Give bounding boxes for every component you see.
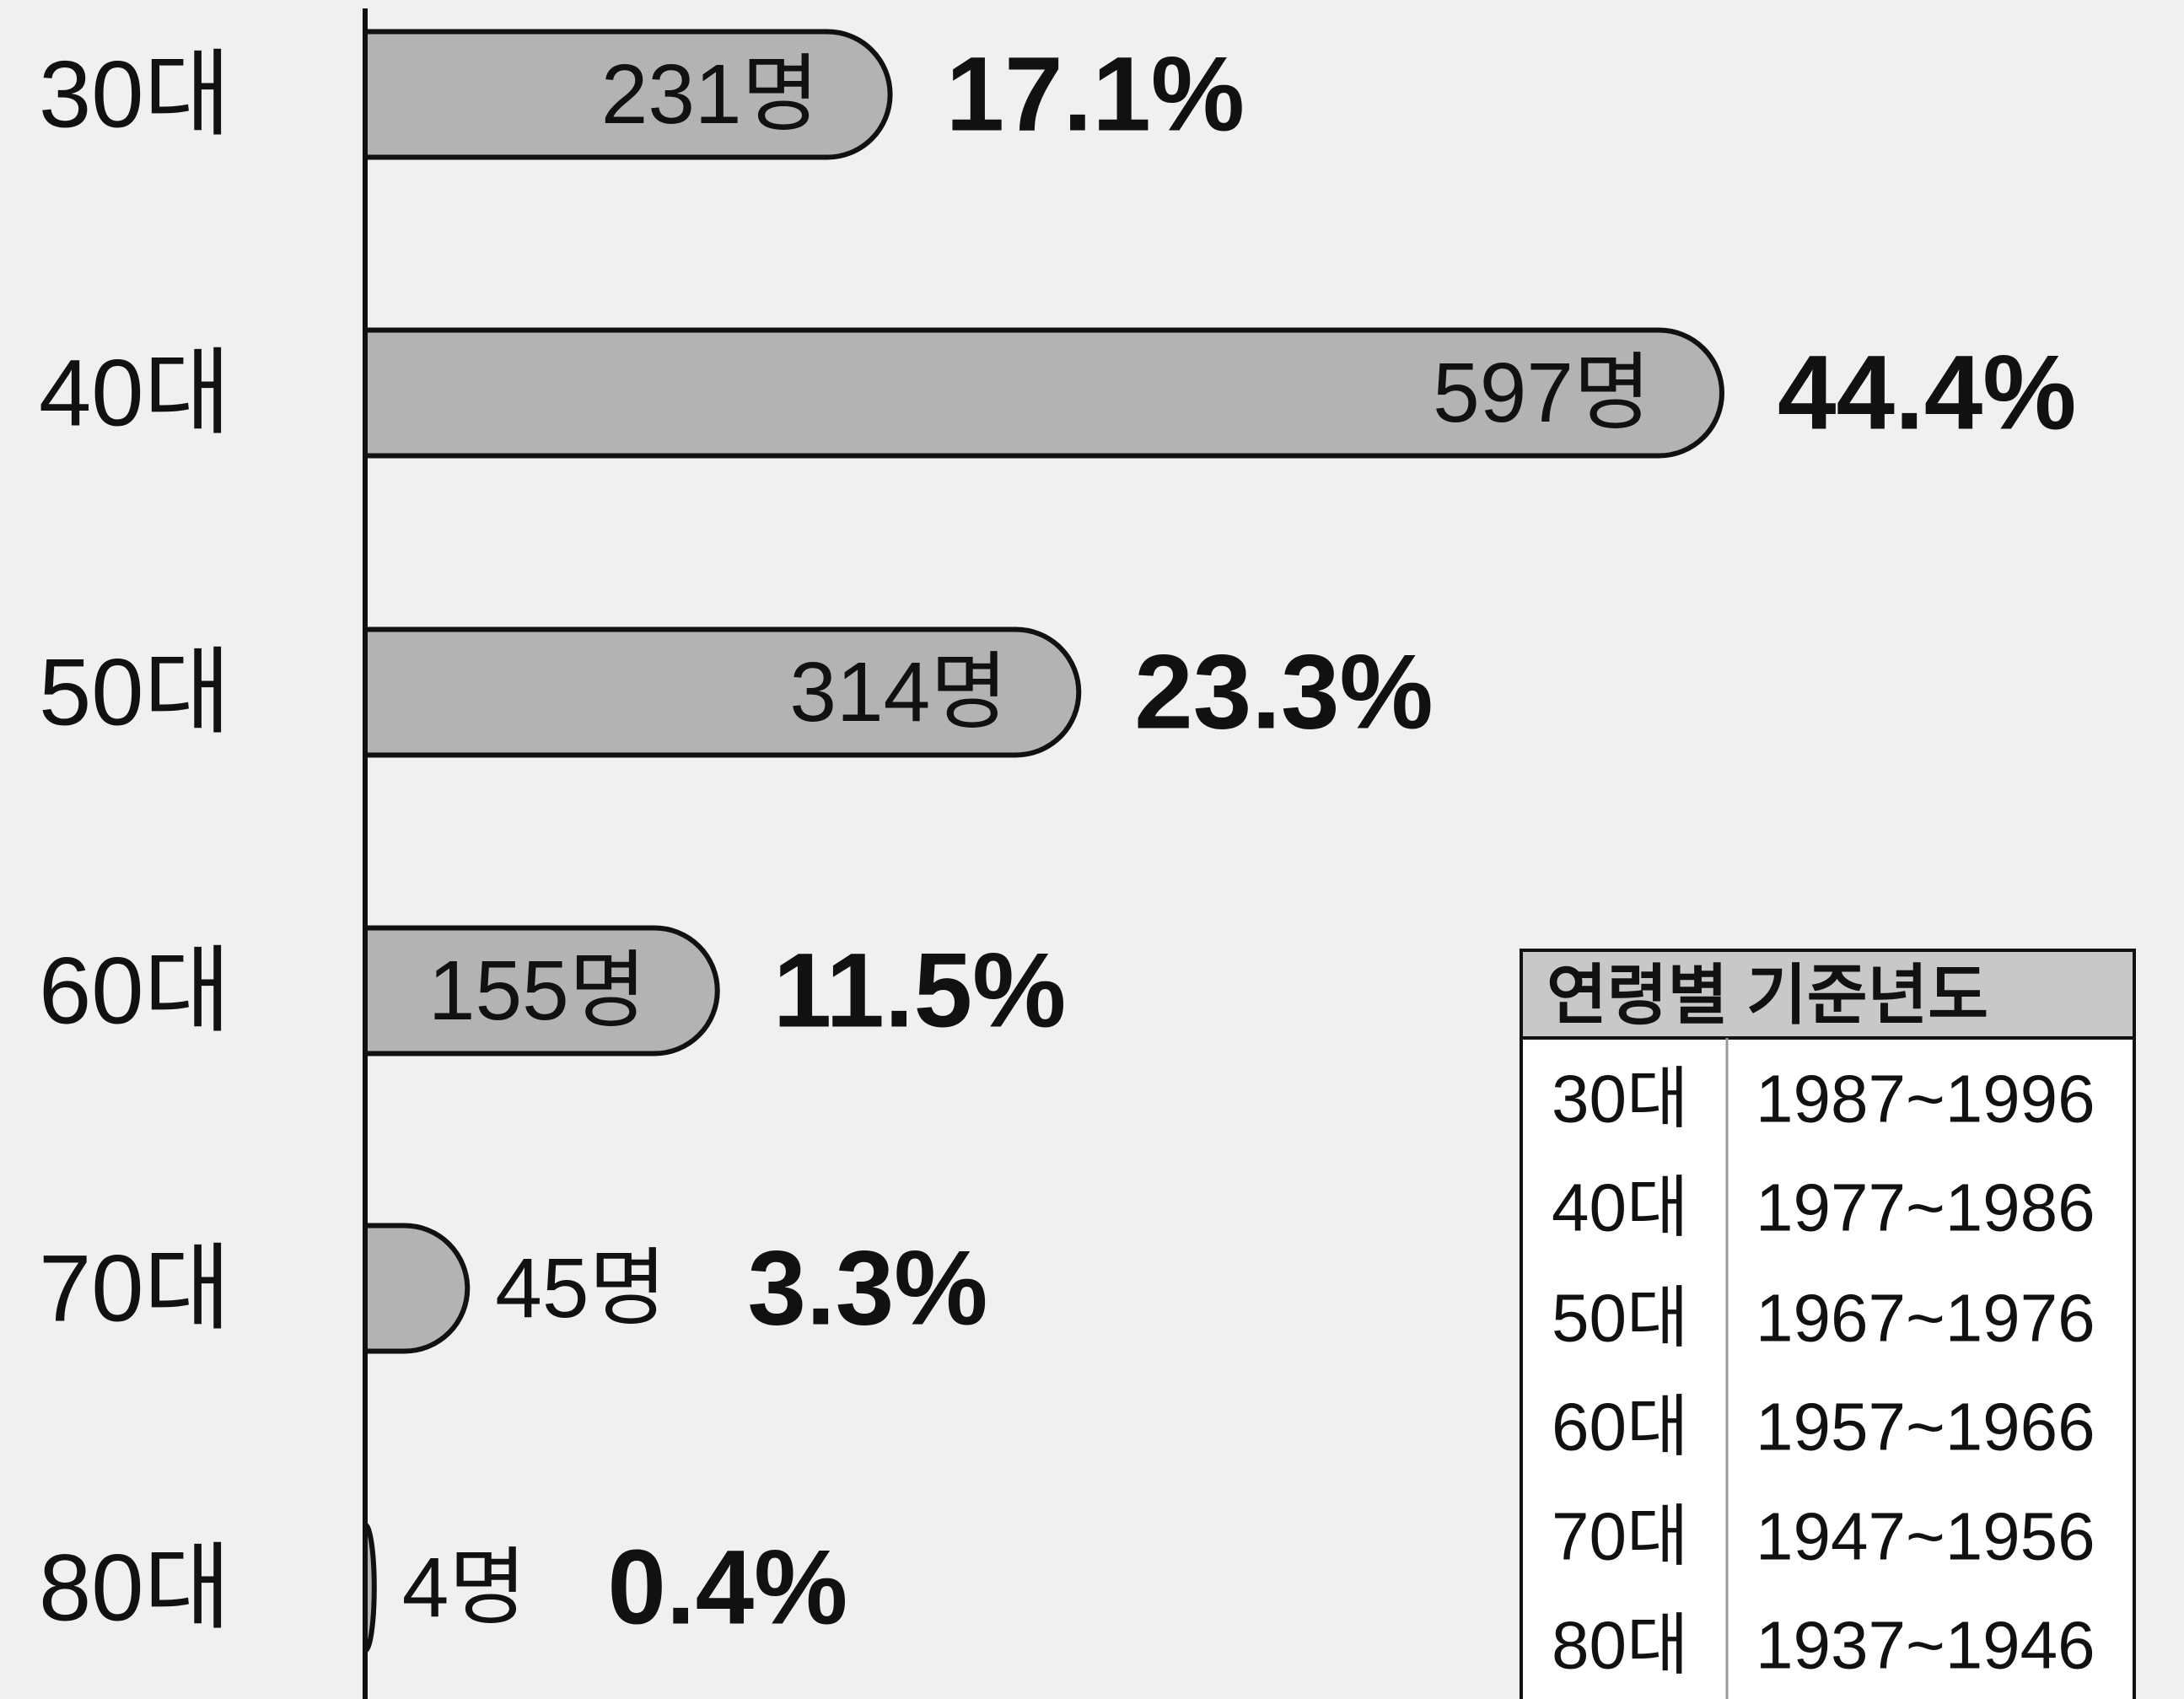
year-table: 연령별 기준년도 30대 1987~1996 40대 1977~1986 50대 1967… bbox=[1520, 949, 2136, 1699]
percent-label: 23.3% bbox=[1134, 634, 1433, 751]
count-label: 314명 bbox=[789, 645, 1008, 739]
table-years: 1957~1966 bbox=[1756, 1390, 2095, 1465]
count-label: 597명 bbox=[1433, 346, 1651, 440]
category-label: 60대 bbox=[39, 938, 231, 1044]
bars: 30대 231명 17.1% 40대 597명 44.4% 50대 314명 23.3% 60대 1… bbox=[39, 29, 2076, 1653]
count-label: 231명 bbox=[601, 47, 820, 142]
category-label: 50대 bbox=[39, 640, 231, 745]
table-age: 40대 bbox=[1552, 1170, 1689, 1245]
bar bbox=[363, 327, 1724, 459]
count-label: 45명 bbox=[495, 1241, 666, 1336]
percent-label: 17.1% bbox=[946, 36, 1245, 153]
table-years: 1977~1986 bbox=[1756, 1170, 2095, 1245]
bar bbox=[363, 626, 1082, 758]
table-years: 1947~1956 bbox=[1756, 1499, 2095, 1574]
table-age: 50대 bbox=[1552, 1281, 1689, 1356]
table-header bbox=[1520, 949, 2136, 1040]
category-label: 70대 bbox=[39, 1236, 231, 1341]
bar bbox=[363, 925, 720, 1056]
percent-label: 11.5% bbox=[773, 933, 1067, 1050]
count-label: 155명 bbox=[428, 944, 647, 1038]
category-label: 80대 bbox=[39, 1535, 231, 1641]
table-years: 1967~1976 bbox=[1756, 1281, 2095, 1356]
bar bbox=[363, 1223, 471, 1354]
bar bbox=[363, 29, 893, 160]
percent-label: 3.3% bbox=[748, 1230, 988, 1347]
percent-label: 0.4% bbox=[607, 1530, 847, 1647]
table-age: 70대 bbox=[1552, 1499, 1689, 1574]
table-years: 1987~1996 bbox=[1756, 1062, 2095, 1137]
category-label: 40대 bbox=[39, 341, 231, 446]
table-age: 80대 bbox=[1552, 1608, 1689, 1683]
table-age: 60대 bbox=[1552, 1390, 1689, 1465]
count-label: 4명 bbox=[402, 1540, 527, 1635]
category-label: 30대 bbox=[39, 42, 231, 148]
percent-label: 44.4% bbox=[1778, 335, 2076, 452]
table-age: 30대 bbox=[1552, 1062, 1689, 1137]
table-title: 연령별 기준년도 bbox=[1547, 958, 1988, 1032]
table-years: 1937~1946 bbox=[1756, 1608, 2095, 1683]
table-frame bbox=[1520, 949, 2136, 1699]
